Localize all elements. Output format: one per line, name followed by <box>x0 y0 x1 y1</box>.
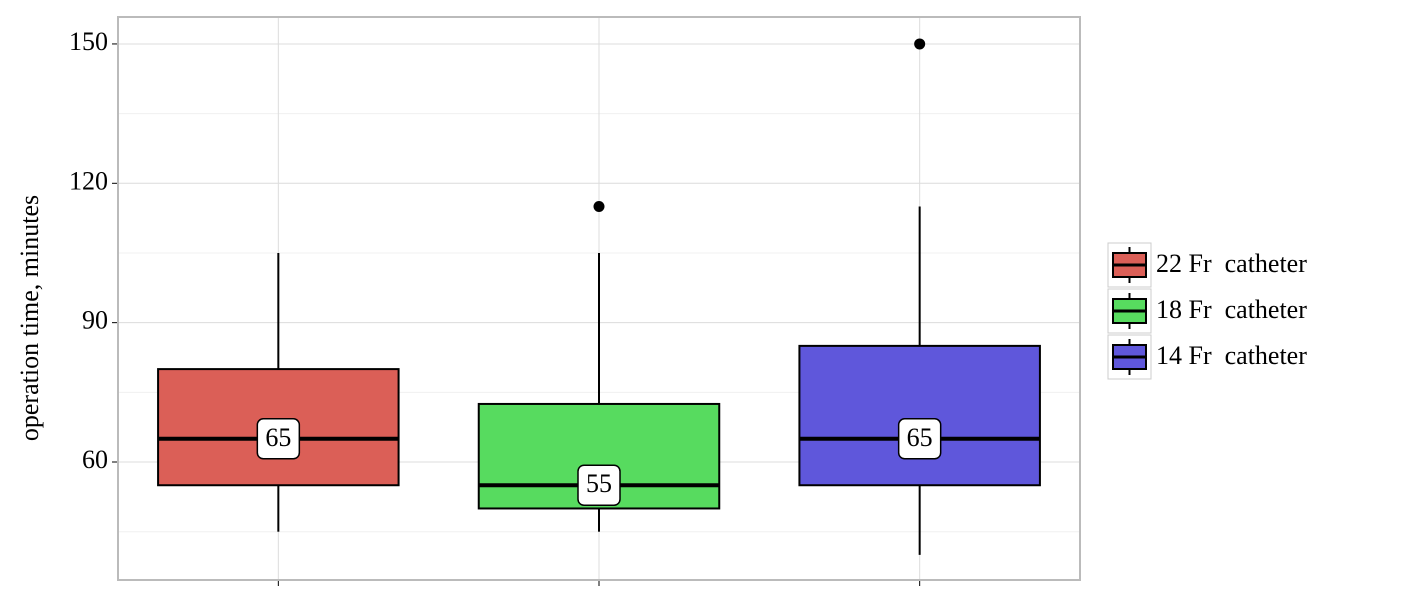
outlier <box>914 38 926 50</box>
box <box>798 344 1041 487</box>
median-label-box <box>256 418 301 460</box>
y-tick-label: 90 <box>82 306 108 335</box>
median-label: 65 <box>265 423 291 452</box>
outlier <box>593 201 605 213</box>
legend-label: 22 Fr catheter <box>1156 249 1307 278</box>
y-tick-label: 150 <box>69 27 108 56</box>
legend-label: 14 Fr catheter <box>1156 341 1307 370</box>
y-axis-label: operation time, minutes <box>15 195 44 441</box>
panel-border <box>117 16 1081 581</box>
median-label: 65 <box>907 423 933 452</box>
y-tick-label: 60 <box>82 445 108 474</box>
median-label: 55 <box>586 469 612 498</box>
legend-label: 18 Fr catheter <box>1156 295 1307 324</box>
median-label-box <box>897 418 942 460</box>
y-tick-label: 120 <box>69 166 108 195</box>
median-label-box <box>577 464 621 506</box>
